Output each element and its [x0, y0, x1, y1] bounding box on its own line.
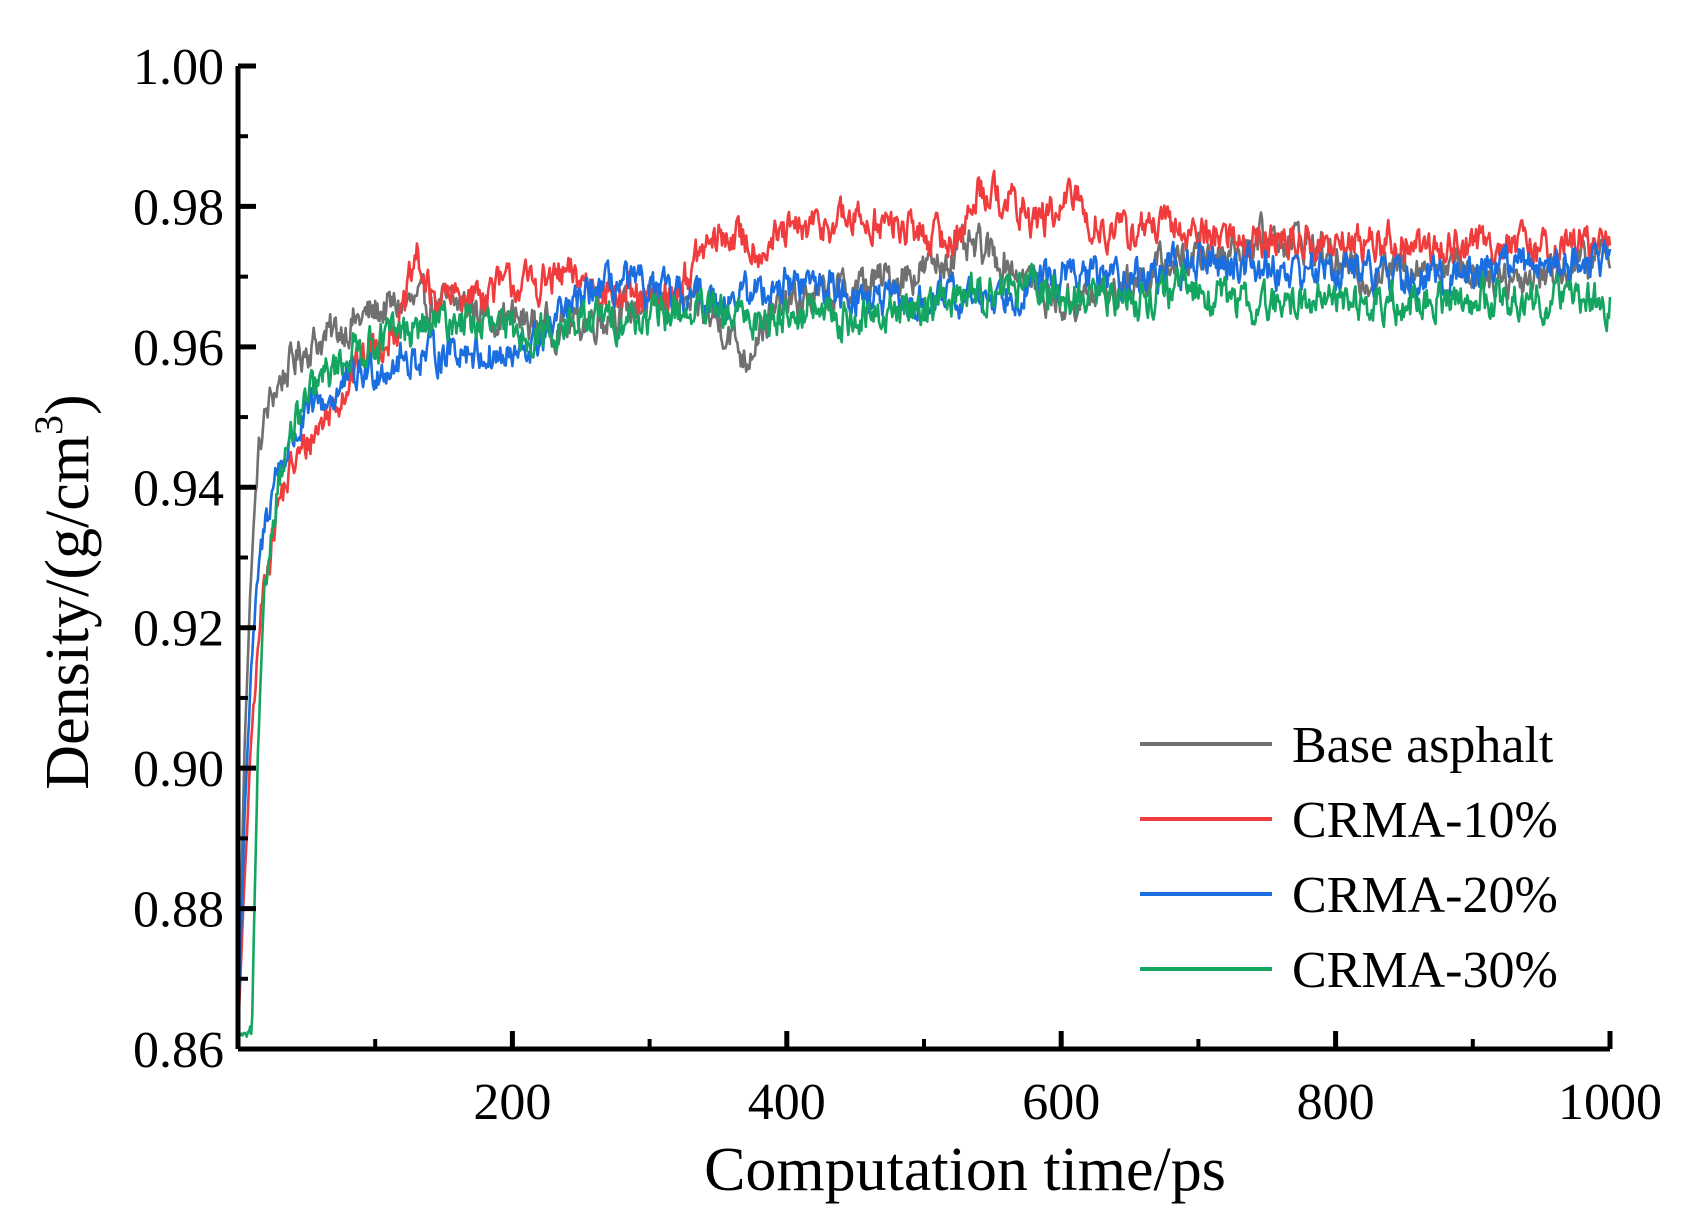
y-tick-label: 0.90	[133, 741, 224, 798]
series-layer	[236, 169, 1612, 1038]
x-tick-label: 1000	[1558, 1074, 1662, 1131]
y-tick-label: 0.98	[133, 179, 224, 236]
y-tick-label: 0.92	[133, 601, 224, 658]
tick-labels: 0.86 0.88 0.90 0.92 0.94 0.96 0.98 1.00 200 400 60…	[133, 39, 1662, 1131]
legend: Base asphalt CRMA-10% CRMA-20% CRMA-30%	[1140, 717, 1558, 999]
y-tick-label: 0.88	[133, 882, 224, 939]
legend-label: CRMA-10%	[1292, 792, 1558, 849]
legend-label: CRMA-30%	[1292, 942, 1558, 999]
y-tick-label: 0.86	[133, 1022, 224, 1079]
x-tick-label: 600	[1022, 1074, 1100, 1131]
y-tick-label: 0.94	[133, 460, 224, 517]
y-axis-title-superscript: 3	[26, 415, 71, 435]
axes-layer	[235, 63, 1613, 1052]
legend-label: CRMA-20%	[1292, 867, 1558, 924]
y-axis-title: Density/(g/cm3)	[26, 394, 102, 789]
series-line-base-asphalt	[236, 211, 1612, 1036]
x-tick-label: 400	[748, 1074, 826, 1131]
y-tick-label: 0.96	[133, 320, 224, 377]
series-line-crma-30	[237, 262, 1612, 1038]
x-axis-title: Computation time/ps	[704, 1136, 1226, 1204]
y-tick-label: 1.00	[133, 39, 224, 96]
y-axis-title-close: )	[34, 394, 102, 415]
legend-label: Base asphalt	[1292, 717, 1554, 774]
x-tick-label: 200	[473, 1074, 551, 1131]
y-axis-title-main: Density/(g/cm	[34, 435, 102, 790]
x-tick-label: 800	[1297, 1074, 1375, 1131]
